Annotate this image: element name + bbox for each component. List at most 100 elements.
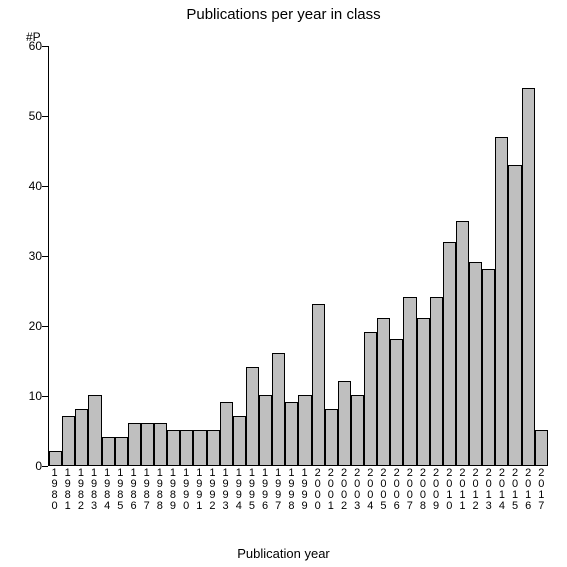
bar-slot (351, 46, 364, 465)
x-tick-label: 2011 (456, 468, 469, 512)
bar (469, 262, 482, 465)
y-tick-label: 50 (12, 109, 42, 123)
bar-slot (325, 46, 338, 465)
x-tick-label: 1989 (166, 468, 179, 512)
bar (193, 430, 206, 465)
bar (62, 416, 75, 465)
y-tick-label: 60 (12, 39, 42, 53)
bar (298, 395, 311, 465)
bar (167, 430, 180, 465)
bar (49, 451, 62, 465)
x-tick-label: 1983 (87, 468, 100, 512)
bar-slot (220, 46, 233, 465)
bar (180, 430, 193, 465)
bar-slot (456, 46, 469, 465)
bar (154, 423, 167, 465)
bar (115, 437, 128, 465)
bar-slot (102, 46, 115, 465)
x-tick-label: 1985 (114, 468, 127, 512)
bar-slot (128, 46, 141, 465)
x-tick-label: 1991 (193, 468, 206, 512)
x-tick-label: 2008 (416, 468, 429, 512)
bar (390, 339, 403, 465)
publications-bar-chart: Publications per year in class #P 010203… (0, 0, 567, 567)
x-tick-label: 1997 (272, 468, 285, 512)
x-tick-label: 2017 (535, 468, 548, 512)
x-tick-label: 2006 (390, 468, 403, 512)
x-tick-label: 2010 (443, 468, 456, 512)
x-axis-ticks: 1980198119821983198419851986198719881989… (48, 468, 548, 512)
bar (535, 430, 548, 465)
bar-slot (246, 46, 259, 465)
bar (456, 221, 469, 465)
x-tick-label: 2009 (430, 468, 443, 512)
bar-slot (141, 46, 154, 465)
x-tick-label: 2000 (311, 468, 324, 512)
bar-slot (390, 46, 403, 465)
bar (325, 409, 338, 465)
x-tick-label: 2013 (482, 468, 495, 512)
bar-slot (443, 46, 456, 465)
bar (364, 332, 377, 465)
bar-slot (430, 46, 443, 465)
x-tick-label: 2004 (364, 468, 377, 512)
bar-slot (312, 46, 325, 465)
bar-slot (417, 46, 430, 465)
bar-slot (364, 46, 377, 465)
bar-slot (49, 46, 62, 465)
bar (75, 409, 88, 465)
bars-container (49, 46, 548, 465)
bar (351, 395, 364, 465)
bar-slot (482, 46, 495, 465)
y-tick-label: 40 (12, 179, 42, 193)
chart-title: Publications per year in class (0, 6, 567, 23)
bar (430, 297, 443, 465)
x-tick-label: 1987 (140, 468, 153, 512)
x-tick-label: 2001 (324, 468, 337, 512)
bar (312, 304, 325, 465)
y-tick-label: 0 (12, 459, 42, 473)
bar (417, 318, 430, 465)
bar-slot (207, 46, 220, 465)
bar (259, 395, 272, 465)
x-tick-label: 1980 (48, 468, 61, 512)
bar-slot (535, 46, 548, 465)
x-tick-label: 2005 (377, 468, 390, 512)
x-tick-label: 2016 (522, 468, 535, 512)
x-tick-label: 1994 (232, 468, 245, 512)
bar (207, 430, 220, 465)
bar-slot (285, 46, 298, 465)
x-tick-label: 1986 (127, 468, 140, 512)
bar-slot (495, 46, 508, 465)
bar-slot (377, 46, 390, 465)
bar (377, 318, 390, 465)
bar-slot (193, 46, 206, 465)
bar-slot (522, 46, 535, 465)
bar-slot (338, 46, 351, 465)
x-tick-label: 1984 (101, 468, 114, 512)
y-tick-label: 30 (12, 249, 42, 263)
bar (495, 137, 508, 465)
y-tick-label: 10 (12, 389, 42, 403)
bar-slot (298, 46, 311, 465)
x-tick-label: 2002 (337, 468, 350, 512)
x-axis-label: Publication year (0, 546, 567, 561)
x-tick-label: 1988 (153, 468, 166, 512)
bar-slot (403, 46, 416, 465)
x-tick-label: 2003 (351, 468, 364, 512)
x-tick-label: 1992 (206, 468, 219, 512)
bar-slot (75, 46, 88, 465)
bar (482, 269, 495, 465)
x-tick-label: 1998 (285, 468, 298, 512)
x-tick-label: 1981 (61, 468, 74, 512)
x-tick-label: 1982 (74, 468, 87, 512)
bar (403, 297, 416, 465)
bar (233, 416, 246, 465)
x-tick-label: 2007 (403, 468, 416, 512)
bar-slot (167, 46, 180, 465)
bar (246, 367, 259, 465)
bar-slot (180, 46, 193, 465)
bar (141, 423, 154, 465)
bar-slot (469, 46, 482, 465)
x-tick-label: 2012 (469, 468, 482, 512)
